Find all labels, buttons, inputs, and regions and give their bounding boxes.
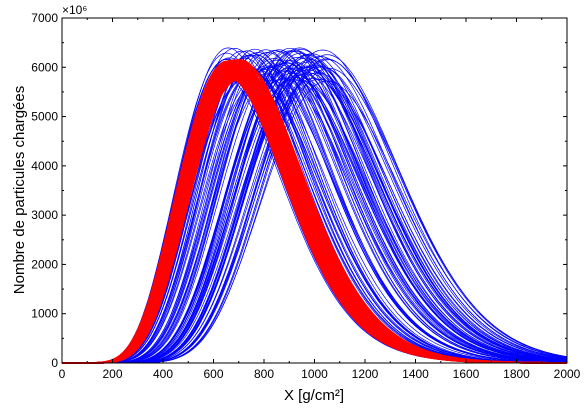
x-tick-label: 1600 [453,367,480,381]
x-tick-label: 400 [153,367,173,381]
series-curve [62,59,568,364]
y-axis: 0 1000 2000 3000 4000 5000 6000 7000 [31,11,567,370]
x-tick-label: 1000 [301,367,328,381]
series-curve [62,49,568,364]
x-tick-label: 1200 [352,367,379,381]
y-tick-label: 6000 [31,60,58,74]
x-tick-label: 200 [102,367,122,381]
series-curve [62,62,568,364]
series-curve [62,66,567,364]
y-tick-label: 7000 [31,11,58,25]
series-curve [62,72,567,364]
x-tick-label: 1400 [402,367,429,381]
red-series [62,59,568,364]
x-tick-label: 800 [254,367,274,381]
y-tick-label: 2000 [31,257,58,271]
series-curve [62,74,567,364]
x-tick-label: 600 [203,367,223,381]
x-axis-title: X [g/cm²] [284,387,344,404]
y-tick-label: 0 [51,356,58,370]
x-axis: 0 200 400 600 800 1000 1200 1400 1600 1800 2000 [59,18,581,381]
y-tick-label: 3000 [31,208,58,222]
y-tick-label: 5000 [31,110,58,124]
y-multiplier: ×10⁶ [62,3,87,17]
y-axis-title: Nombre de particules chargées [11,86,28,294]
y-tick-label: 1000 [31,307,58,321]
y-tick-label: 4000 [31,159,58,173]
series-curve [62,79,568,364]
x-tick-label: 2000 [554,367,581,381]
series-curve [62,50,567,364]
series-curve [62,67,567,364]
x-tick-label: 0 [59,367,66,381]
series-curve [62,68,567,364]
x-tick-label: 1800 [503,367,530,381]
